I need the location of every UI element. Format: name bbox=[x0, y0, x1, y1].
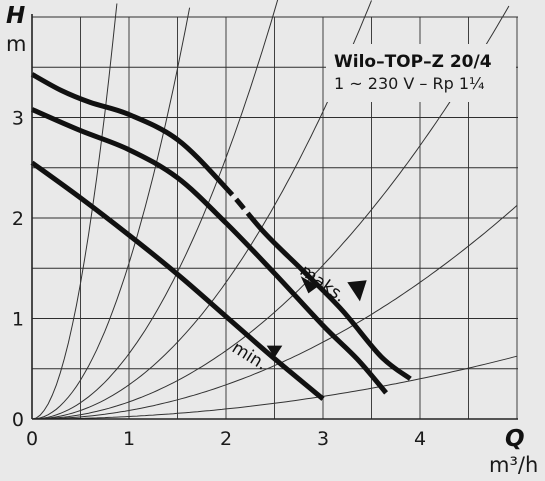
tick-labels: 0 1 2 3 4 0 1 2 3 bbox=[12, 108, 426, 451]
x-axis-symbol: Q bbox=[505, 426, 525, 452]
chart-subtitle: 1 ~ 230 V – Rp 1¼ bbox=[334, 74, 485, 93]
x-tick-label: 1 bbox=[123, 428, 135, 450]
system-curve bbox=[32, 5, 510, 420]
x-tick-label: 2 bbox=[220, 428, 232, 450]
system-curve bbox=[32, 355, 518, 420]
system-curve bbox=[31, 0, 372, 420]
legend-box: Wilo–TOP–Z 20/4 1 ~ 230 V – Rp 1¼ bbox=[326, 44, 516, 102]
pump-curve-min bbox=[30, 160, 325, 401]
y-tick-label: 1 bbox=[12, 309, 24, 331]
pump-curve-max bbox=[30, 72, 412, 381]
pump-curve-mid bbox=[30, 107, 388, 395]
chart-title: Wilo–TOP–Z 20/4 bbox=[334, 52, 492, 72]
system-curve bbox=[31, 3, 118, 420]
axis-frame bbox=[31, 14, 518, 420]
x-tick-label: 0 bbox=[26, 428, 38, 450]
y-tick-label: 2 bbox=[12, 208, 24, 230]
system-curve bbox=[31, 0, 279, 420]
curve-marker bbox=[300, 276, 319, 294]
x-axis-unit: m³/h bbox=[489, 453, 538, 477]
grid bbox=[32, 16, 518, 419]
y-axis-unit: m bbox=[6, 32, 26, 56]
title-box-bg bbox=[326, 44, 516, 102]
y-tick-label: 0 bbox=[12, 409, 24, 431]
system-curve bbox=[32, 205, 518, 420]
y-axis-symbol: H bbox=[6, 3, 25, 29]
x-tick-label: 3 bbox=[317, 428, 329, 450]
x-tick-label: 4 bbox=[414, 428, 426, 450]
y-tick-label: 3 bbox=[12, 108, 24, 130]
markers bbox=[266, 276, 367, 358]
curve-marker bbox=[347, 280, 367, 302]
pump-curves bbox=[30, 72, 412, 401]
curve-marker bbox=[266, 345, 283, 358]
